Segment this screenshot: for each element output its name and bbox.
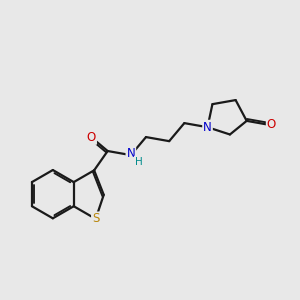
Text: O: O xyxy=(87,131,96,144)
Text: O: O xyxy=(267,118,276,131)
Text: N: N xyxy=(127,147,135,160)
Text: S: S xyxy=(92,212,99,225)
Text: N: N xyxy=(203,121,212,134)
Text: H: H xyxy=(135,157,142,166)
